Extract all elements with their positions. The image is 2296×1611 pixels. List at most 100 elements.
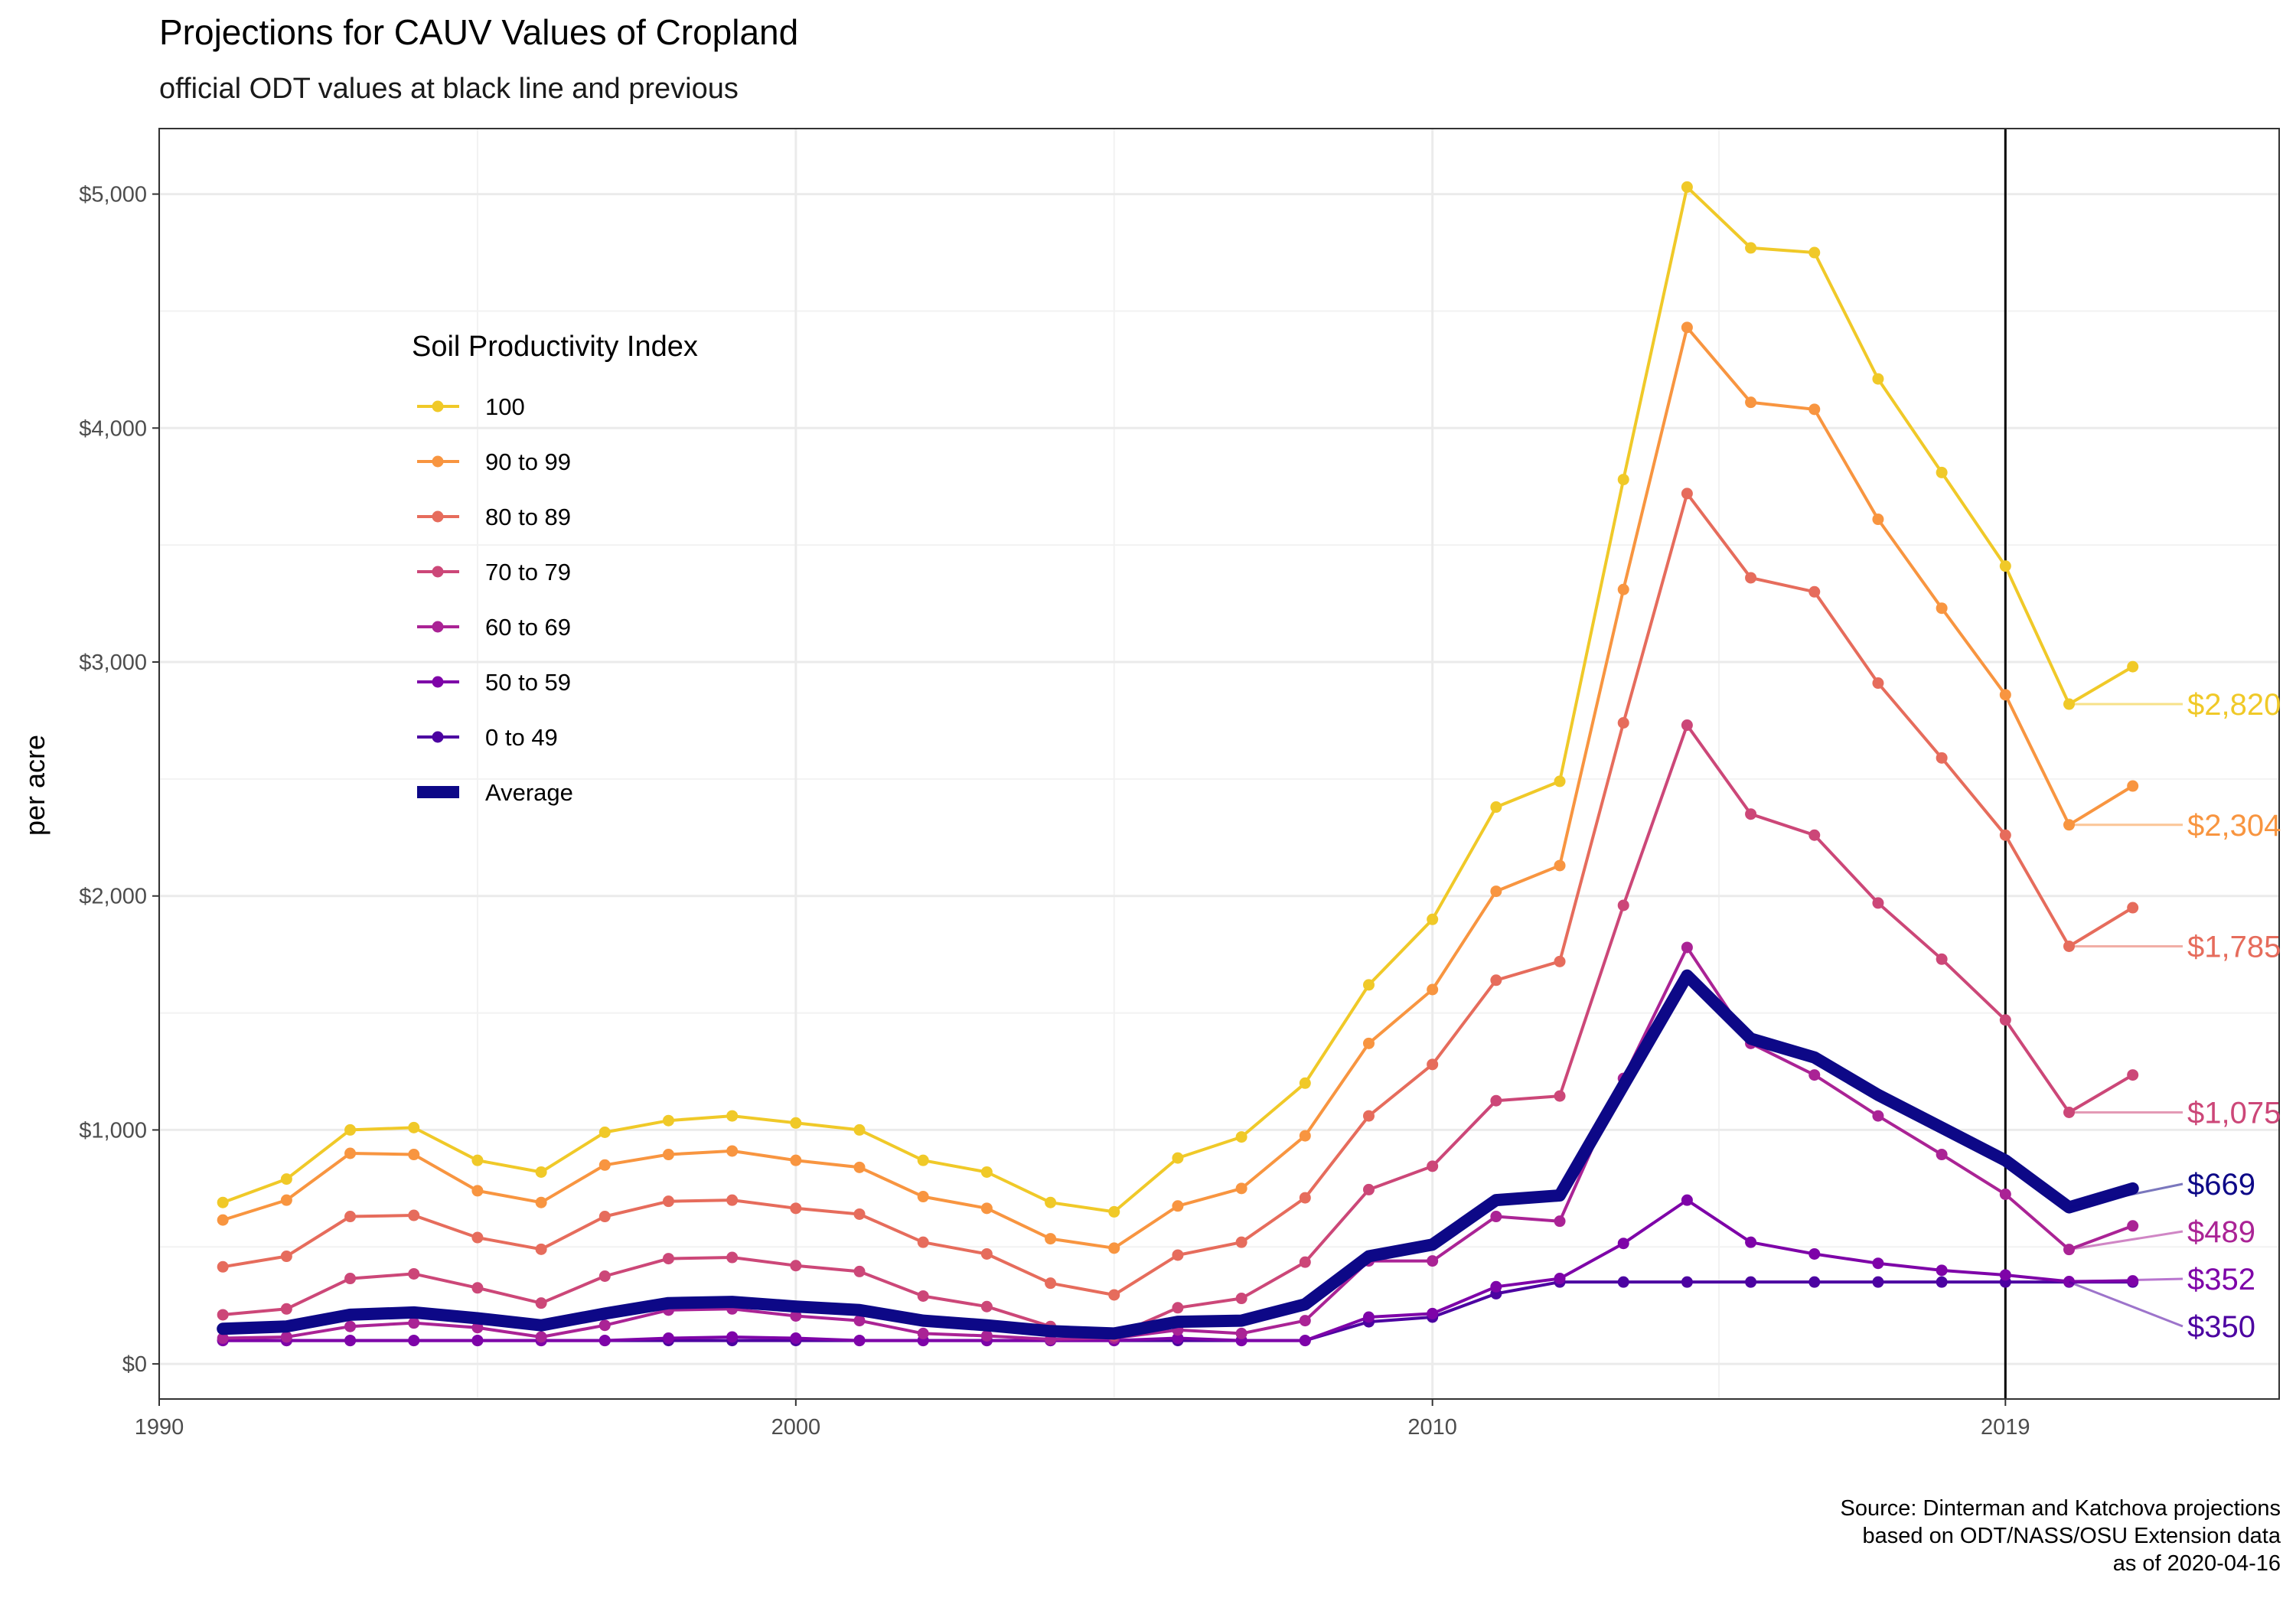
data-point: [1999, 1189, 2011, 1201]
data-point: [598, 1126, 611, 1138]
data-point: [217, 1196, 229, 1208]
data-point: [1299, 1077, 1311, 1089]
y-tick-label: $1,000: [79, 1118, 147, 1143]
data-point: [1299, 1256, 1311, 1268]
x-tick-label: 2010: [1407, 1415, 1457, 1440]
data-point: [1872, 1276, 1884, 1288]
chart-caption: Source: Dinterman and Katchova projectio…: [1841, 1496, 2281, 1576]
legend-item: 70 to 79: [417, 559, 571, 585]
data-point: [1108, 1242, 1120, 1254]
legend-label: 0 to 49: [485, 724, 558, 751]
data-point: [1235, 1182, 1247, 1195]
data-point: [726, 1331, 739, 1343]
data-point: [1936, 466, 1948, 478]
data-point: [1681, 941, 1693, 954]
data-point: [917, 1154, 929, 1166]
data-point: [1554, 1215, 1566, 1228]
legend-label: 90 to 99: [485, 448, 571, 475]
data-point: [1872, 897, 1884, 909]
data-point: [217, 1260, 229, 1273]
y-tick-label: $5,000: [79, 183, 147, 207]
legend-item: 90 to 99: [417, 448, 571, 475]
data-point: [1299, 1335, 1311, 1347]
data-point: [790, 1154, 802, 1166]
data-point: [1808, 1247, 1821, 1260]
data-point: [1362, 1110, 1375, 1122]
y-tick-label: $2,000: [79, 885, 147, 909]
data-point: [1617, 1276, 1629, 1288]
data-point: [662, 1149, 674, 1161]
data-point: [408, 1209, 420, 1221]
chart-subtitle: official ODT values at black line and pr…: [159, 73, 739, 105]
data-point: [1299, 1130, 1311, 1142]
data-point: [280, 1194, 292, 1206]
data-point: [1999, 829, 2011, 841]
data-point: [280, 1173, 292, 1185]
data-point: [1936, 1276, 1948, 1288]
end-label: $1,785: [2187, 930, 2281, 964]
data-point: [662, 1195, 674, 1208]
legend-label: 80 to 89: [485, 504, 571, 530]
data-point: [726, 1251, 739, 1264]
data-point: [1299, 1315, 1311, 1327]
data-point: [1235, 1131, 1247, 1143]
series-70-to-79: [217, 719, 2139, 1342]
plot-panel-border: [158, 128, 2280, 1400]
data-point: [1299, 1192, 1311, 1204]
data-point: [1172, 1152, 1184, 1164]
data-point: [662, 1114, 674, 1127]
data-point: [1681, 321, 1693, 334]
data-point: [408, 1317, 420, 1329]
data-point: [408, 1149, 420, 1161]
data-point: [980, 1202, 993, 1215]
data-point: [1872, 514, 1884, 526]
data-point: [344, 1273, 357, 1285]
series-average: [217, 969, 2139, 1340]
legend-item: 60 to 69: [417, 614, 571, 641]
data-point: [1427, 913, 1439, 925]
data-point: [1936, 1264, 1948, 1277]
data-point: [280, 1303, 292, 1315]
data-point: [980, 1166, 993, 1178]
data-point: [1045, 1196, 1057, 1208]
end-label: $669: [2187, 1168, 2255, 1202]
data-point: [1745, 396, 1757, 409]
data-point: [1554, 1273, 1566, 1285]
legend-label: 100: [485, 393, 525, 420]
data-point: [980, 1300, 993, 1313]
y-axis-label: per acre: [19, 735, 51, 836]
data-point: [598, 1270, 611, 1283]
data-point: [280, 1251, 292, 1263]
data-point: [853, 1123, 866, 1136]
data-point: [1936, 602, 1948, 615]
data-point: [598, 1159, 611, 1171]
data-point: [1872, 1110, 1884, 1122]
y-tick-label: $4,000: [79, 416, 147, 441]
legend-key-point: [432, 676, 444, 688]
data-point: [726, 1110, 739, 1122]
data-point: [1617, 1238, 1629, 1250]
data-point: [1808, 1069, 1821, 1081]
legend-label: Average: [485, 779, 573, 806]
series-90-to-99: [217, 321, 2139, 1254]
legend-item: 80 to 89: [417, 504, 571, 530]
end-label-leader: [2068, 1280, 2183, 1328]
data-point: [1999, 689, 2011, 701]
legend-label: 70 to 79: [485, 559, 571, 585]
data-point: [1936, 752, 1948, 764]
data-point: [917, 1191, 929, 1203]
end-label-leader: [2069, 1277, 2183, 1283]
data-point: [1427, 983, 1439, 996]
caption-line: as of 2020-04-16: [2113, 1551, 2281, 1576]
data-point: [1617, 474, 1629, 486]
data-point: [1490, 1094, 1502, 1107]
caption-line: Source: Dinterman and Katchova projectio…: [1841, 1496, 2281, 1521]
data-point: [344, 1123, 357, 1136]
end-label: $489: [2187, 1215, 2255, 1249]
data-point: [2127, 660, 2139, 673]
legend-key-point: [432, 455, 444, 468]
y-tick-label: $3,000: [79, 651, 147, 675]
data-point: [1936, 953, 1948, 965]
